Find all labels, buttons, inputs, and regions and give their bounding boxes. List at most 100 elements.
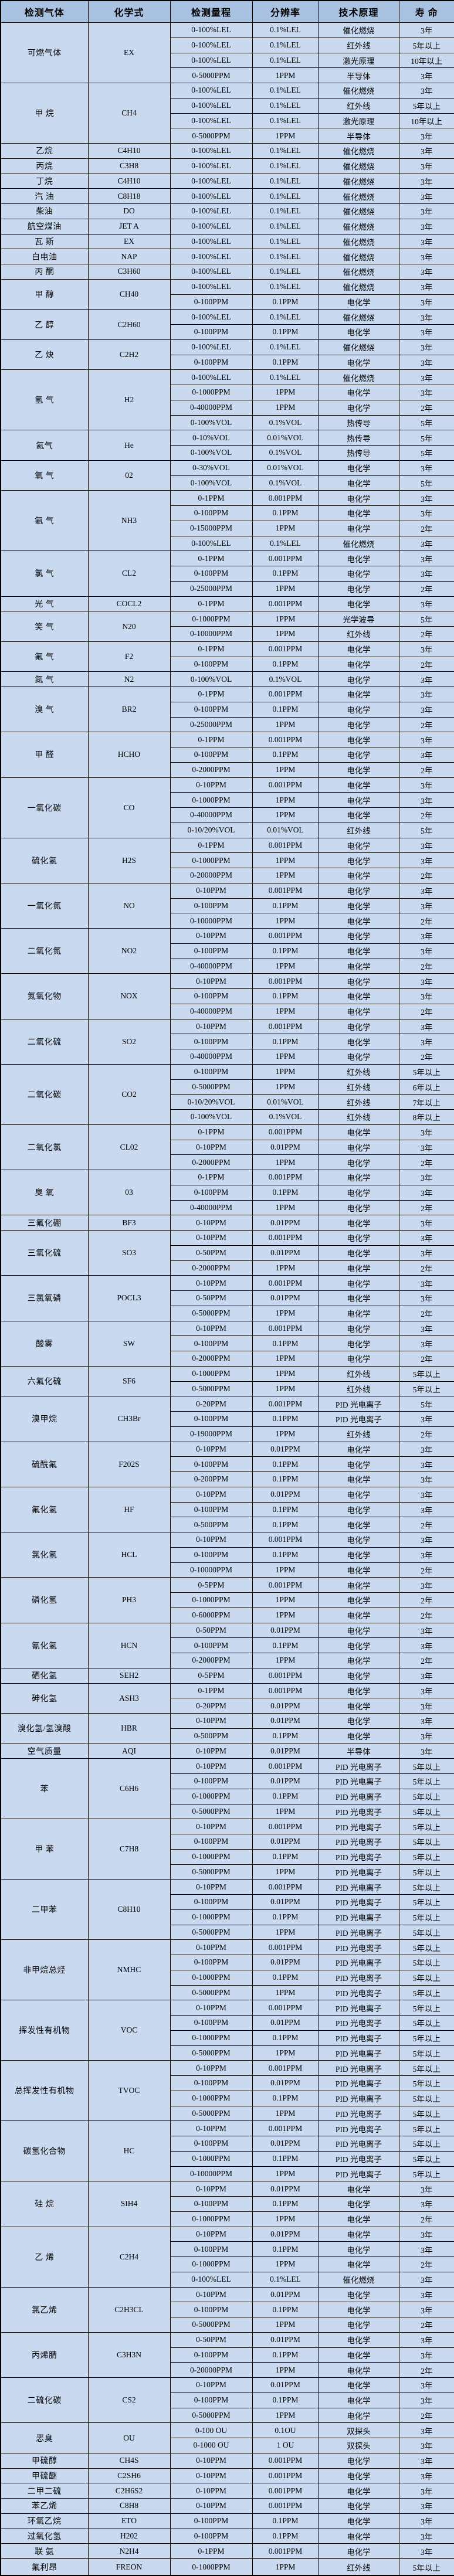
table-row: 瓦 斯 EX 0-100%LEL 0.1%LEL 催化燃烧 3年	[0, 233, 454, 250]
range-cell: 0-10PPM	[170, 1879, 253, 1895]
range-cell: 0-100%LEL	[170, 22, 253, 38]
lifespan-cell: 3年	[398, 218, 454, 235]
range-cell: 0-100%LEL	[170, 249, 253, 264]
resolution-cell: 1PPM	[252, 2407, 319, 2424]
lifespan-cell: 3年	[398, 535, 454, 552]
resolution-cell: 1PPM	[252, 580, 319, 597]
formula-cell: He	[87, 430, 171, 461]
resolution-cell: 0.01PPM	[252, 1713, 319, 1729]
range-cell: 0-2000PPM	[170, 1351, 253, 1367]
range-cell: 0-1000PPM	[170, 1909, 253, 1925]
resolution-cell: 1PPM	[252, 1260, 319, 1276]
table-row: 0-40000PPM 1PPM 电化学 2年	[1, 1199, 454, 1216]
gas-name-cell: 氰化氢	[0, 1622, 89, 1668]
lifespan-cell: 2年	[398, 1305, 454, 1321]
range-cell: 0-1000PPM	[170, 1365, 253, 1382]
resolution-cell: 1PPM	[252, 1426, 319, 1442]
principle-cell: PID 光电离子	[318, 1819, 399, 1834]
lifespan-cell: 3年	[398, 1215, 454, 1231]
table-row: 0-5000PPM 1PPM 电化学 2年	[1, 1305, 454, 1321]
range-cell: 0-100%LEL	[170, 309, 253, 325]
gas-name-cell: 硫酰氟	[0, 1441, 89, 1487]
resolution-cell: 0.1PPM	[252, 1728, 319, 1744]
resolution-cell: 0.1PPM	[252, 1335, 319, 1351]
range-cell: 0-10000PPM	[170, 1562, 253, 1578]
resolution-cell: 1PPM	[252, 1351, 319, 1367]
formula-cell: CH4S	[87, 2452, 171, 2469]
principle-cell: 红外线	[318, 822, 399, 838]
principle-cell: 电化学	[318, 1607, 399, 1623]
principle-cell: PID 光电离子	[318, 2105, 399, 2122]
range-cell: 0-1PPM	[170, 550, 253, 566]
table-row: 0-10/20%VOL 0.01%VOL 红外线 7年以上	[1, 1094, 454, 1110]
table-row: 0-100%LEL 0.1%LEL 红外线 5年以上	[1, 97, 454, 114]
lifespan-cell: 3年	[398, 1637, 454, 1653]
range-cell: 0-100%LEL	[170, 37, 253, 53]
table-row: 二氧化硫 SO2 0-10PPM 0.001PPM 电化学 3年	[0, 1018, 454, 1065]
lifespan-cell: 5年以上	[398, 2075, 454, 2091]
formula-cell: C7H8	[87, 1819, 171, 1880]
principle-cell: 电化学	[318, 385, 399, 400]
table-row: 0-5000PPM 1PPM 电化学 2年	[1, 2317, 454, 2333]
lifespan-cell: 2年	[398, 1351, 454, 1367]
range-cell: 0-2000PPM	[170, 1260, 253, 1276]
lifespan-cell: 3年	[398, 1034, 454, 1049]
principle-cell: 电化学	[318, 2392, 399, 2408]
principle-cell: 电化学	[318, 520, 399, 536]
resolution-cell: 0.1%LEL	[252, 97, 319, 114]
gas-name-cell: 挥发性有机物	[0, 2000, 89, 2061]
principle-cell: 电化学	[318, 641, 399, 657]
lifespan-cell: 3年	[398, 943, 454, 959]
principle-cell: 电化学	[318, 2377, 399, 2393]
resolution-cell: 1PPM	[252, 128, 319, 144]
resolution-cell: 1PPM	[252, 1381, 319, 1397]
principle-cell: 半导体	[318, 1743, 399, 1759]
lifespan-cell: 3年	[398, 1441, 454, 1457]
table-row: 硫酰氟 F202S 0-10PPM 0.01PPM 电化学 3年	[0, 1441, 454, 1487]
resolution-cell: 0.1OU	[252, 2422, 319, 2438]
range-cell: 0-2000PPM	[170, 1154, 253, 1170]
gas-name-cell: 甲 醇	[0, 278, 89, 310]
resolution-cell: 0.1%LEL	[252, 22, 319, 38]
range-cell: 0-100PPM	[170, 1834, 253, 1850]
table-row: 0-200PPM 0.1PPM 电化学 3年	[1, 1471, 454, 1487]
formula-cell: C8H8	[87, 2498, 171, 2514]
lifespan-cell: 3年	[398, 1124, 454, 1140]
table-row: 二氧化氮 NO2 0-10PPM 0.001PPM 电化学 3年	[0, 927, 454, 974]
table-row: 碳氢化合物 HC 0-10PPM 0.001PPM PID 光电离子 5年以上	[0, 2120, 454, 2182]
principle-cell: 激光原理	[318, 52, 399, 69]
principle-cell: 电化学	[318, 550, 399, 566]
range-cell: 0-100PPM	[170, 324, 253, 340]
principle-cell: 电化学	[318, 762, 399, 778]
range-cell: 0-100PPM	[170, 943, 253, 959]
gas-name-cell: 瓦 斯	[0, 233, 89, 250]
resolution-cell: 1PPM	[252, 852, 319, 868]
formula-cell: HC	[87, 2120, 171, 2182]
principle-cell: 电化学	[318, 868, 399, 883]
range-cell: 0-100PPM	[170, 2075, 253, 2091]
principle-cell: 催化燃烧	[318, 158, 399, 174]
principle-cell: 电化学	[318, 2347, 399, 2363]
gas-name-cell: 氯化氢	[0, 1531, 89, 1578]
range-cell: 0-10PPM	[170, 1713, 253, 1729]
formula-cell: H2	[87, 369, 171, 431]
lifespan-cell: 3年	[398, 2332, 454, 2348]
resolution-cell: 0.1PPM	[252, 1848, 319, 1865]
range-cell: 0-100PPM	[170, 2302, 253, 2317]
principle-cell: 热传导	[318, 414, 399, 431]
table-row: 0-100PPM 0.1PPM 电化学 3年	[1, 2347, 454, 2363]
lifespan-cell: 3年	[398, 309, 454, 325]
lifespan-cell: 3年	[398, 852, 454, 868]
principle-cell: 催化燃烧	[318, 264, 399, 280]
range-cell: 0-100%LEL	[170, 369, 253, 385]
principle-cell: PID 光电离子	[318, 1396, 399, 1412]
table-row: 甲 醛 HCHO 0-1PPM 0.001PPM 电化学 3年	[0, 732, 454, 778]
range-cell: 0-50PPM	[170, 2332, 253, 2348]
range-cell: 0-100%LEL	[170, 52, 253, 69]
range-cell: 0-5000PPM	[170, 1864, 253, 1880]
lifespan-cell: 2年	[398, 626, 454, 642]
table-row: 0-1000PPM 0.1PPM PID 光电离子 5年以上	[1, 1969, 454, 1986]
lifespan-cell: 2年	[398, 958, 454, 974]
table-row: 0-100PPM 0.1PPM 电化学 3年	[1, 2196, 454, 2212]
resolution-cell: 0.1%LEL	[252, 369, 319, 385]
